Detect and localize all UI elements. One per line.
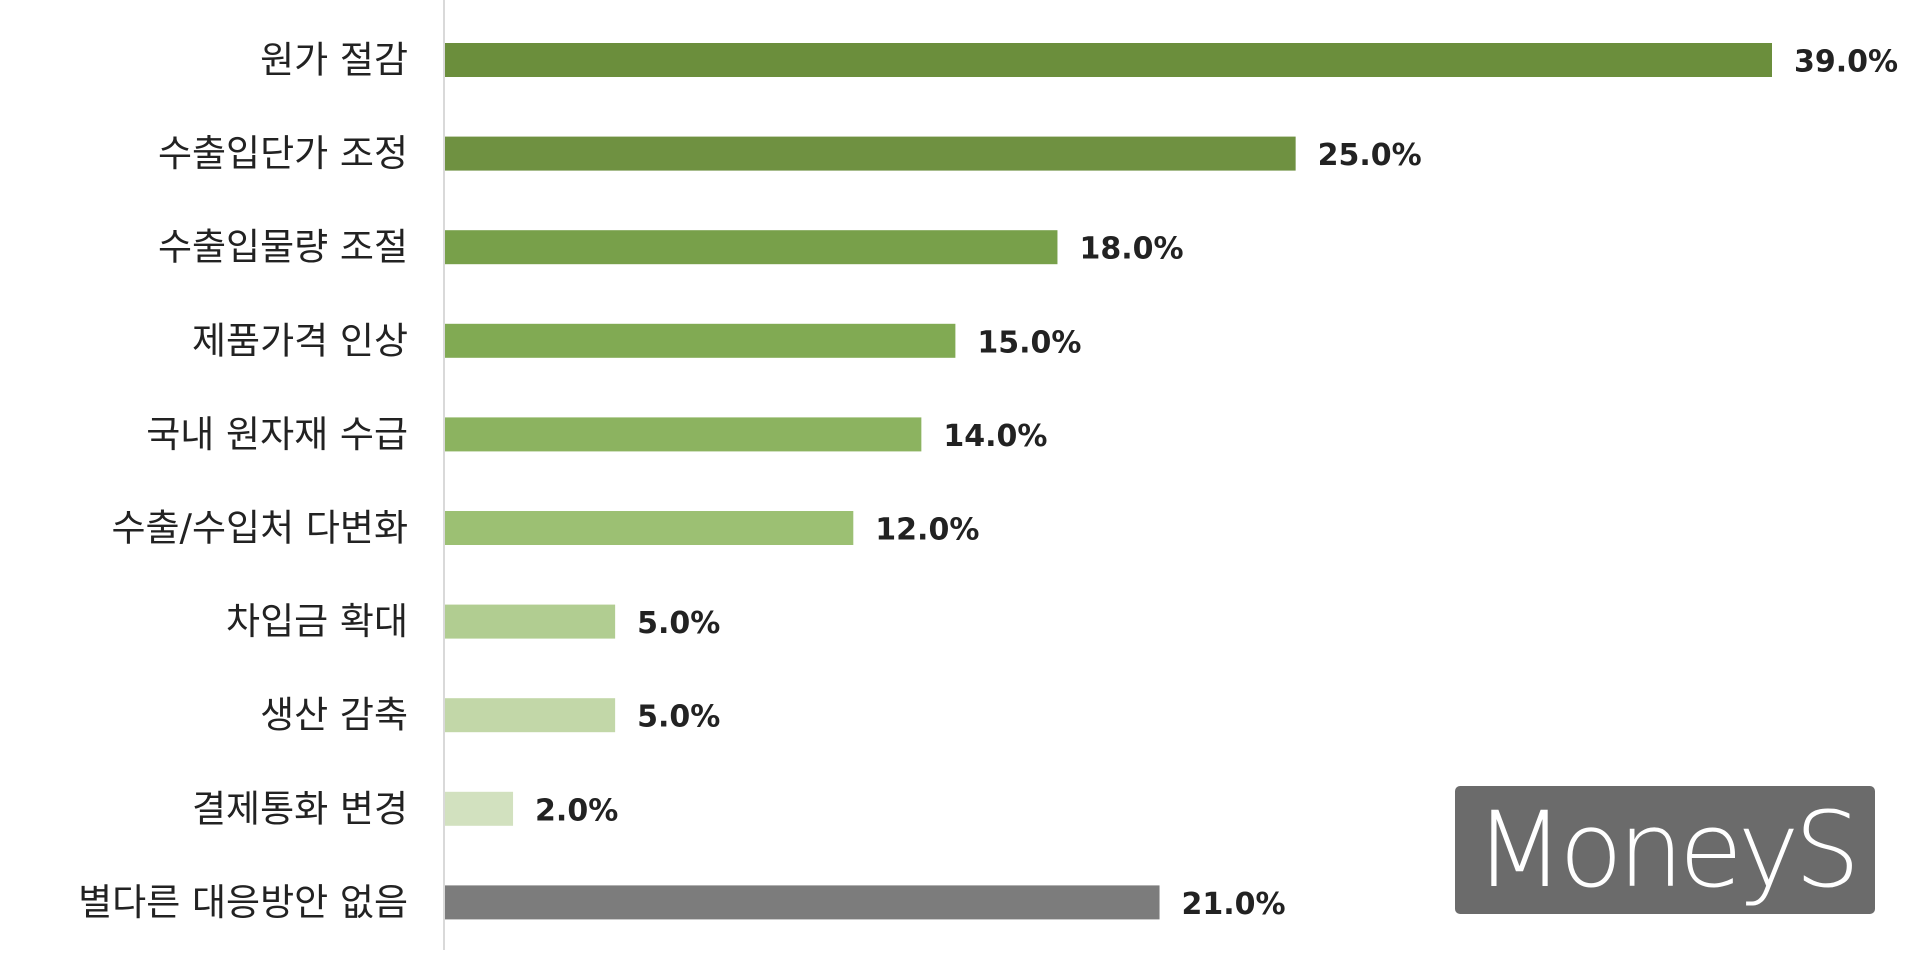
bar-3 [445,323,956,358]
value-label-8: 2.0% [535,793,618,828]
value-label-group: 39.0% 25.0% 18.0% 15.0% 14.0% 12.0% 5.0% 5.0% 2.… [535,45,1898,922]
value-label-4: 14.0% [943,419,1047,454]
moneys-logo: MoneyS [1455,786,1875,914]
category-label-6: 차입금 확대 [226,600,408,643]
category-label-0: 원가 절감 [260,39,408,82]
category-label-7: 생산 감축 [260,694,408,737]
value-label-3: 15.0% [977,325,1081,360]
bar-0 [445,43,1772,77]
bar-group [445,43,1772,920]
value-label-9: 21.0% [1182,887,1286,922]
bar-1 [445,136,1296,171]
bar-6 [445,604,616,639]
category-label-2: 수출입물량 조절 [158,226,408,269]
value-label-0: 39.0% [1794,45,1898,80]
bar-7 [445,698,616,733]
bar-9 [445,885,1160,920]
value-label-6: 5.0% [637,606,720,641]
bar-4 [445,417,922,452]
category-label-4: 국내 원자재 수급 [146,413,408,456]
value-label-1: 25.0% [1318,138,1422,173]
category-label-3: 제품가격 인상 [192,319,408,362]
category-label-5: 수출/수입처 다변화 [111,507,408,550]
value-label-2: 18.0% [1079,232,1183,267]
value-label-7: 5.0% [637,700,720,735]
category-label-8: 결제통화 변경 [192,787,408,830]
logo-text: MoneyS [1474,789,1861,911]
bar-5 [445,511,854,545]
bar-2 [445,230,1058,265]
category-label-1: 수출입단가 조정 [158,132,408,175]
category-label-9: 별다른 대응방안 없음 [78,881,408,924]
bar-8 [445,791,514,826]
value-label-5: 12.0% [875,513,979,548]
